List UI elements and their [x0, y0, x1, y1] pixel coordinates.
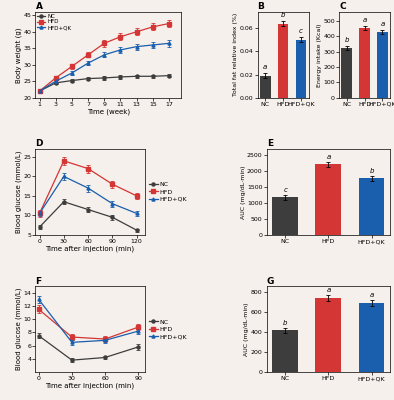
Legend: NC, HFD, HFD+QK: NC, HFD, HFD+QK: [148, 182, 188, 202]
Bar: [260, 76, 271, 98]
Bar: [316, 164, 341, 235]
Text: a: a: [380, 21, 385, 27]
Y-axis label: Energy intake (Kcal): Energy intake (Kcal): [317, 23, 322, 87]
Bar: [359, 303, 385, 372]
Text: c: c: [283, 187, 287, 193]
Legend: NC, HFD, HFD+QK: NC, HFD, HFD+QK: [148, 318, 188, 340]
Y-axis label: AUC (mg/dL·min): AUC (mg/dL·min): [241, 165, 245, 219]
Text: a: a: [263, 64, 268, 70]
Text: A: A: [35, 2, 43, 11]
Text: b: b: [283, 320, 288, 326]
Text: a: a: [326, 154, 331, 160]
Y-axis label: Blood glucose (mmol/L): Blood glucose (mmol/L): [15, 151, 22, 233]
Text: b: b: [344, 37, 349, 43]
Y-axis label: Body weight (g): Body weight (g): [15, 27, 22, 83]
Bar: [359, 178, 385, 235]
Text: a: a: [362, 18, 367, 24]
Text: c: c: [299, 28, 303, 34]
Text: a: a: [326, 287, 331, 293]
Bar: [316, 298, 341, 372]
Text: b: b: [369, 168, 374, 174]
Text: F: F: [35, 276, 42, 286]
Bar: [377, 32, 388, 98]
Bar: [296, 40, 306, 98]
Text: D: D: [35, 139, 43, 148]
X-axis label: Time after injection (min): Time after injection (min): [46, 382, 135, 389]
Text: B: B: [258, 2, 264, 11]
Bar: [342, 48, 352, 98]
Bar: [272, 197, 298, 235]
Text: E: E: [267, 139, 273, 148]
Y-axis label: AUC (mg/dL·min): AUC (mg/dL·min): [244, 302, 249, 356]
Bar: [278, 24, 288, 98]
Text: C: C: [339, 2, 346, 11]
Text: b: b: [281, 12, 285, 18]
Y-axis label: Blood glucose (mmol/L): Blood glucose (mmol/L): [15, 288, 22, 370]
X-axis label: Time after injection (min): Time after injection (min): [46, 246, 135, 252]
Y-axis label: Total fat relative index (%): Total fat relative index (%): [233, 13, 238, 96]
Bar: [272, 330, 298, 372]
Text: G: G: [267, 276, 274, 286]
Bar: [359, 28, 370, 98]
Text: a: a: [370, 292, 374, 298]
X-axis label: Time (week): Time (week): [87, 108, 130, 115]
Legend: NC, HFD, HFD+QK: NC, HFD, HFD+QK: [37, 13, 72, 31]
